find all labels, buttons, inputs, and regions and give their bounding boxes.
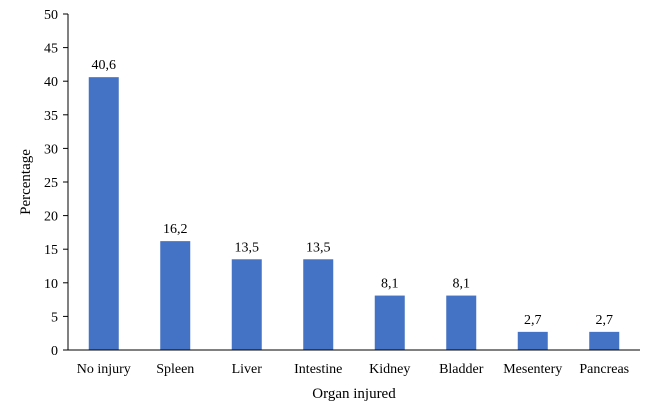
x-axis-title: Organ injured [312,386,396,402]
y-tick-label: 15 [44,243,58,258]
x-tick-label: Mesentery [503,362,562,377]
bar [374,295,405,350]
data-label: 40,6 [92,58,117,73]
data-label: 13,5 [306,240,331,255]
y-tick-label: 45 [44,42,58,57]
data-label: 13,5 [235,240,260,255]
x-tick-label: Spleen [156,362,194,377]
bar [446,295,477,350]
bar [303,259,334,350]
x-tick-label: Bladder [439,362,484,377]
x-tick-label: No injury [77,362,131,377]
y-tick-label: 10 [44,277,58,292]
bar [88,77,119,350]
bar [517,331,548,350]
y-tick-label: 40 [44,75,58,90]
y-tick-label: 30 [44,142,58,157]
x-tick-label: Kidney [369,362,410,377]
data-label: 2,7 [524,313,542,328]
y-tick-label: 0 [51,344,58,359]
y-tick-label: 20 [44,210,58,225]
y-tick-label: 25 [44,176,58,191]
x-tick-label: Pancreas [579,362,629,377]
x-axis-tick-labels: No injury Spleen Liver Intestine Kidney Bladd… [77,362,629,377]
data-label: 2,7 [596,313,614,328]
y-axis-title: Percentage [18,149,34,215]
bars [88,77,620,350]
bar [160,241,191,350]
y-tick-label: 50 [44,8,58,23]
data-label: 16,2 [163,222,188,237]
y-tick-label: 5 [51,310,58,325]
bar [231,259,262,350]
y-tick-label: 35 [44,109,58,124]
data-label: 8,1 [381,277,399,292]
y-axis-ticks: 0 5 10 15 20 25 30 35 40 45 50 [44,8,68,359]
data-label: 8,1 [453,277,471,292]
data-labels: 40,6 16,2 13,5 13,5 8,1 8,1 2,7 2,7 [92,58,614,328]
x-tick-label: Liver [232,362,263,377]
bar [589,331,620,350]
x-tick-label: Intestine [294,362,342,377]
